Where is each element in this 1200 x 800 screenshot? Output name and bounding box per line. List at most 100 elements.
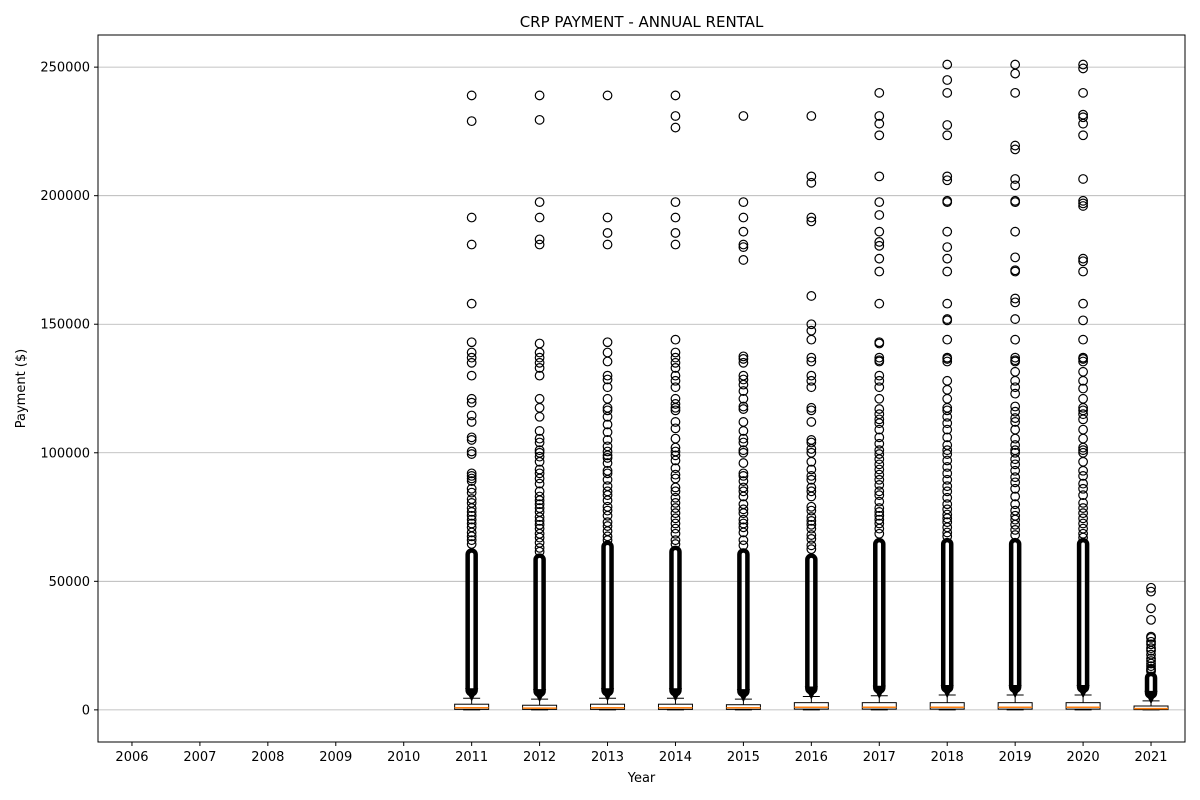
flier-point bbox=[602, 458, 613, 468]
flier-point bbox=[1010, 180, 1021, 191]
flier-point bbox=[942, 393, 953, 404]
flier-point bbox=[874, 210, 885, 220]
flier-point bbox=[534, 411, 545, 422]
flier-point bbox=[466, 397, 477, 408]
flier-point bbox=[874, 111, 885, 121]
flier-point bbox=[1010, 87, 1021, 98]
x-tick-label: 2014 bbox=[659, 750, 692, 765]
flier-point bbox=[942, 171, 953, 182]
flier-point bbox=[942, 462, 953, 472]
flier-point bbox=[534, 363, 545, 373]
flier-point bbox=[670, 363, 681, 373]
flier-point bbox=[670, 513, 681, 524]
x-tick-label: 2018 bbox=[931, 750, 964, 765]
flier-point bbox=[874, 356, 885, 367]
box-2017 bbox=[861, 87, 897, 711]
flier-point bbox=[670, 402, 681, 413]
flier-point bbox=[738, 242, 749, 253]
flier-point bbox=[738, 351, 749, 362]
flier-point bbox=[1010, 514, 1021, 525]
flier-point bbox=[874, 528, 885, 539]
flier-point bbox=[1010, 491, 1021, 502]
flier-point bbox=[1078, 383, 1088, 394]
flier-point bbox=[670, 370, 681, 381]
flier-point bbox=[602, 356, 613, 367]
flier-point bbox=[738, 393, 749, 404]
flier-point bbox=[1010, 144, 1021, 155]
flier-point bbox=[1146, 582, 1156, 593]
flier-point bbox=[1078, 483, 1088, 494]
flier-point bbox=[874, 510, 885, 521]
box-2018 bbox=[929, 59, 965, 711]
flier-point bbox=[602, 427, 613, 438]
flier-point bbox=[534, 495, 545, 506]
y-tick-label: 200000 bbox=[40, 189, 90, 204]
flier-point bbox=[942, 455, 953, 466]
flier-point bbox=[942, 486, 953, 497]
flier-point bbox=[602, 419, 613, 430]
flier-point bbox=[874, 266, 885, 277]
flier-point bbox=[806, 471, 817, 481]
flier-point bbox=[806, 405, 817, 416]
flier-point bbox=[1146, 658, 1156, 669]
flier-point bbox=[466, 417, 477, 427]
flier-point bbox=[806, 486, 817, 497]
flier-point bbox=[1078, 266, 1088, 277]
flier-point bbox=[670, 111, 681, 121]
flier-point bbox=[602, 481, 613, 492]
flier-point bbox=[738, 437, 749, 448]
flier-point bbox=[466, 347, 477, 358]
flier-point bbox=[1010, 454, 1021, 465]
flier-point bbox=[1010, 140, 1021, 151]
flier-point bbox=[874, 464, 885, 475]
flier-point bbox=[738, 468, 749, 479]
flier-point bbox=[874, 338, 885, 349]
axes-frame bbox=[97, 34, 1186, 743]
flier-point bbox=[534, 456, 545, 467]
flier-point bbox=[1078, 532, 1088, 543]
flier-point bbox=[1078, 334, 1088, 345]
flier-point bbox=[466, 435, 477, 445]
dense-fliers-end bbox=[1144, 690, 1158, 705]
flier-point bbox=[670, 212, 681, 223]
flier-point bbox=[534, 491, 545, 502]
flier-point bbox=[534, 197, 545, 208]
flier-point bbox=[1010, 174, 1021, 184]
flier-point bbox=[942, 356, 953, 367]
flier-point bbox=[1010, 440, 1021, 450]
flier-point bbox=[1078, 112, 1088, 123]
flier-point bbox=[602, 446, 613, 457]
flier-point bbox=[806, 417, 817, 427]
flier-point bbox=[534, 239, 545, 250]
x-tick-label: 2010 bbox=[387, 750, 420, 765]
flier-point bbox=[806, 325, 817, 336]
flier-point bbox=[1078, 174, 1088, 184]
flier-point bbox=[874, 438, 885, 449]
flier-point bbox=[602, 239, 613, 250]
dense-fliers-end bbox=[1008, 684, 1022, 699]
flier-point bbox=[874, 298, 885, 309]
flier-point bbox=[1010, 252, 1021, 263]
flier-point bbox=[806, 533, 817, 544]
flier-point bbox=[942, 75, 953, 85]
flier-point bbox=[1078, 503, 1088, 513]
flier-point bbox=[534, 468, 545, 479]
flier-point bbox=[942, 449, 953, 459]
flier-point bbox=[466, 393, 477, 404]
flier-point bbox=[1010, 519, 1021, 530]
flier-point bbox=[1010, 334, 1021, 345]
flier-point bbox=[806, 516, 817, 526]
flier-point bbox=[466, 503, 477, 513]
flier-point bbox=[806, 544, 817, 555]
flier-point bbox=[874, 454, 885, 465]
flier-point bbox=[534, 537, 545, 548]
flier-point bbox=[738, 433, 749, 444]
flier-point bbox=[806, 291, 817, 301]
flier-point bbox=[874, 197, 885, 208]
box-2020 bbox=[1065, 59, 1101, 711]
flier-point bbox=[534, 114, 545, 125]
flier-point bbox=[874, 469, 885, 480]
flier-point bbox=[942, 517, 953, 528]
flier-point bbox=[670, 503, 681, 513]
dense-fliers-end bbox=[600, 688, 615, 702]
